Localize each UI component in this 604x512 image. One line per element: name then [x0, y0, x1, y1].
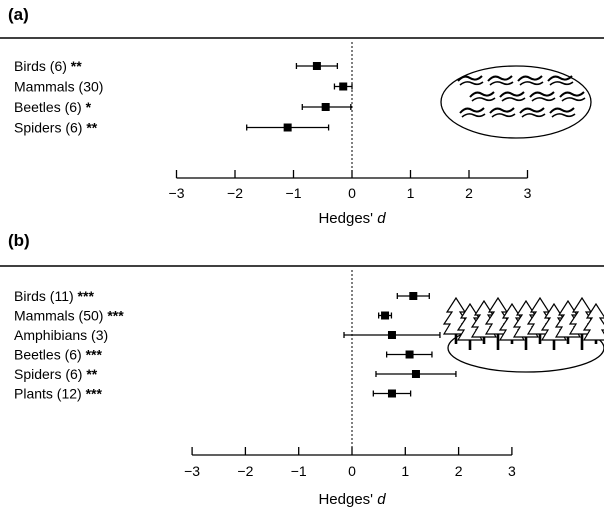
row-label: Birds (6) **: [14, 58, 82, 74]
significance-stars: ***: [78, 288, 95, 304]
x-tick-label: −3: [169, 185, 185, 201]
significance-stars: ***: [86, 347, 103, 363]
x-tick-label: −2: [237, 463, 253, 479]
significance-stars: ***: [107, 308, 124, 324]
effect-point: [283, 123, 292, 132]
x-axis-title: Hedges' d: [318, 210, 386, 227]
x-tick-label: 3: [508, 463, 516, 479]
forest-icon: [442, 296, 604, 373]
effect-point: [387, 389, 396, 398]
row-label: Birds (11) ***: [14, 288, 94, 304]
x-tick-label: −2: [227, 185, 243, 201]
effect-point: [321, 103, 330, 111]
grassland-icon: [440, 65, 592, 139]
panel-b: (b) Birds (11) *** Mammals (50) *** Amphibi…: [0, 231, 604, 508]
row-label: Spiders (6) **: [14, 120, 98, 136]
x-tick-label: −3: [184, 463, 200, 479]
x-tick-label: −1: [286, 185, 302, 201]
panel-a: (a) Birds (6) ** Mammals (30) Beetles (6) *…: [0, 5, 604, 227]
row-label: Spiders (6) **: [14, 366, 98, 382]
effect-point: [312, 62, 321, 70]
panel-label: (a): [8, 5, 29, 24]
x-tick-label: 2: [465, 185, 473, 201]
significance-stars: **: [86, 366, 97, 382]
x-tick-label: 2: [455, 463, 463, 479]
row-label: Plants (12) ***: [14, 386, 102, 402]
x-tick-label: 1: [407, 185, 415, 201]
x-tick-label: 3: [524, 185, 532, 201]
row-label: Mammals (50) ***: [14, 308, 124, 324]
x-tick-label: −1: [291, 463, 307, 479]
x-tick-label: 0: [348, 463, 356, 479]
panel-label: (b): [8, 231, 30, 250]
significance-stars: *: [86, 99, 92, 115]
effect-point: [411, 370, 420, 378]
effect-point: [409, 292, 418, 300]
row-label: Beetles (6) *: [14, 99, 92, 115]
x-tick-label: 1: [401, 463, 409, 479]
row-label: Amphibians (3): [14, 327, 108, 343]
effect-point: [387, 331, 396, 339]
x-axis-title: Hedges' d: [318, 491, 386, 508]
row-label: Beetles (6) ***: [14, 347, 102, 363]
significance-stars: ***: [86, 386, 103, 402]
effect-point: [381, 311, 390, 320]
x-tick-label: 0: [348, 185, 356, 201]
significance-stars: **: [71, 58, 82, 74]
effect-point: [405, 350, 414, 359]
effect-point: [339, 82, 348, 91]
significance-stars: **: [86, 120, 97, 136]
row-label: Mammals (30): [14, 79, 103, 95]
